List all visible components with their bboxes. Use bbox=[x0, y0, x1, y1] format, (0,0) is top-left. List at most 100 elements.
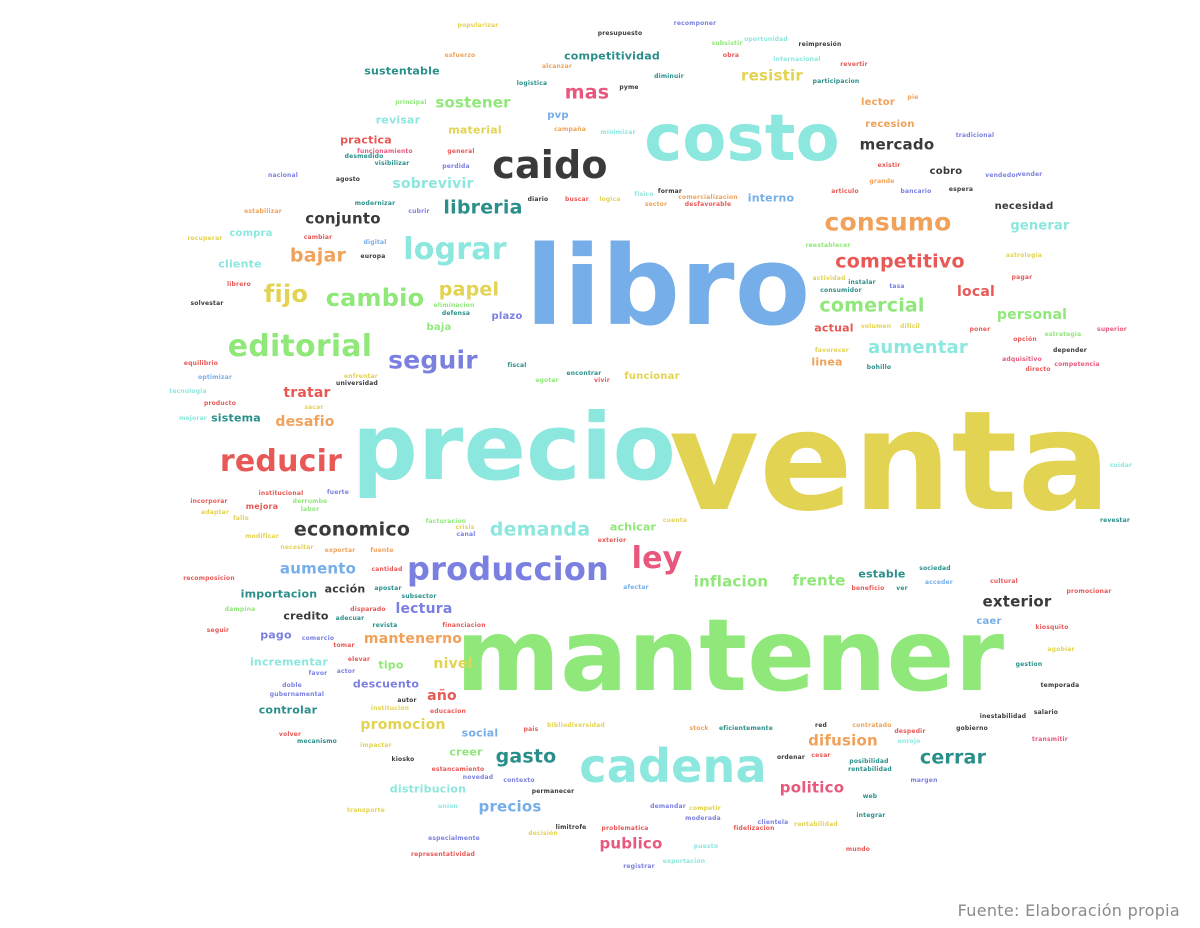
word-local: local bbox=[957, 284, 995, 300]
word-small: producto bbox=[203, 400, 237, 407]
word-small: consumidor bbox=[820, 287, 862, 294]
word-small: estancamiento bbox=[431, 766, 485, 773]
word-plazo: plazo bbox=[491, 311, 523, 322]
word-caer: caer bbox=[976, 616, 1002, 627]
word-cerrar: cerrar bbox=[919, 746, 987, 769]
word-precios: precios bbox=[478, 797, 542, 816]
word-generar: generar bbox=[1010, 218, 1070, 234]
word-small: financiacion bbox=[442, 622, 486, 629]
word-small: canal bbox=[456, 531, 476, 538]
word-small: diario bbox=[527, 196, 549, 203]
word-small: gubernamental bbox=[269, 691, 325, 698]
word-politico: politico bbox=[779, 778, 845, 797]
word-small: estabilizar bbox=[244, 208, 282, 215]
word-small: minimizar bbox=[600, 129, 636, 136]
word-small: temporada bbox=[1040, 682, 1080, 689]
word-small: obra bbox=[722, 52, 740, 59]
word-small: encontrar bbox=[566, 370, 602, 377]
word-sustentable: sustentable bbox=[364, 64, 440, 78]
word-small: astrologia bbox=[1005, 252, 1043, 259]
word-mantener: mantener bbox=[455, 597, 1005, 714]
word-aumento: aumento bbox=[279, 559, 357, 578]
word-small: adaptar bbox=[201, 509, 229, 516]
word-small: reimpresión bbox=[798, 41, 842, 48]
word-small: salario bbox=[1033, 709, 1059, 716]
word-small: afectar bbox=[623, 584, 649, 591]
word-small: grande bbox=[869, 178, 895, 185]
word-small: gobierno bbox=[956, 725, 988, 732]
word-small: union bbox=[438, 803, 458, 810]
word-aumentar: aumentar bbox=[868, 337, 968, 358]
word-small: actor bbox=[336, 668, 356, 675]
word-sobrevivir: sobrevivir bbox=[392, 176, 474, 192]
word-frente: frente bbox=[792, 571, 846, 590]
word-comercial: comercial bbox=[819, 294, 925, 317]
word-small: cesar bbox=[811, 752, 831, 759]
word-pvp: pvp bbox=[547, 110, 569, 121]
word-small: superior bbox=[1097, 326, 1127, 333]
word-small: enrojo bbox=[897, 738, 921, 745]
word-small: bibliodiversidad bbox=[547, 722, 605, 729]
word-small: apostar bbox=[374, 585, 402, 592]
word-interno: interno bbox=[747, 191, 795, 205]
word-small: mejora bbox=[245, 502, 279, 511]
word-ano: año bbox=[427, 688, 457, 704]
word-small: incorporar bbox=[190, 498, 228, 505]
word-distribucion: distribucion bbox=[389, 782, 467, 796]
word-produccion: produccion bbox=[406, 550, 610, 588]
word-small: adecuar bbox=[335, 615, 365, 622]
word-nivel: nivel bbox=[433, 656, 473, 672]
word-small: pagar bbox=[1011, 274, 1033, 281]
word-exterior: exterior bbox=[982, 592, 1052, 611]
word-small: alcanzar bbox=[541, 63, 573, 70]
word-small: registrar bbox=[623, 863, 655, 870]
word-baja: baja bbox=[426, 322, 452, 333]
word-small: decisión bbox=[528, 830, 558, 837]
word-small: representatividad bbox=[410, 851, 476, 858]
word-small: labor bbox=[300, 506, 320, 513]
word-small: internacional bbox=[773, 56, 821, 63]
word-small: mecanismo bbox=[296, 738, 338, 745]
word-small: institucional bbox=[258, 490, 304, 497]
word-small: clientela bbox=[757, 819, 789, 826]
word-small: problematica bbox=[601, 825, 649, 832]
word-demanda: demanda bbox=[489, 518, 591, 541]
word-small: modernizar bbox=[354, 200, 396, 207]
word-small: kiosquito bbox=[1035, 624, 1069, 631]
word-small: adquisitivo bbox=[1002, 356, 1042, 363]
word-small: cantidad bbox=[371, 566, 403, 573]
word-small: desmedido bbox=[344, 153, 384, 160]
word-pago: pago bbox=[260, 628, 292, 642]
word-linea: linea bbox=[811, 355, 843, 369]
word-small: rentabilidad bbox=[794, 821, 838, 828]
word-accion: acción bbox=[324, 582, 366, 596]
word-necesidad: necesidad bbox=[994, 201, 1054, 212]
word-small: impactar bbox=[360, 742, 392, 749]
word-cliente: cliente bbox=[218, 257, 262, 271]
word-small: opción bbox=[1013, 336, 1037, 343]
word-small: fuente bbox=[370, 547, 394, 554]
word-venta: venta bbox=[669, 381, 1111, 542]
word-small: pie bbox=[907, 94, 919, 101]
word-small: agobiar bbox=[1047, 646, 1075, 653]
word-small: ordenar bbox=[776, 754, 806, 761]
word-small: logistica bbox=[516, 80, 548, 87]
word-small: revestar bbox=[1099, 517, 1131, 524]
word-small: librero bbox=[227, 281, 251, 288]
word-small: fuerte bbox=[326, 489, 350, 496]
word-small: demandar bbox=[650, 803, 686, 810]
word-small: elevar bbox=[347, 656, 371, 663]
word-competitivo: competitivo bbox=[835, 250, 965, 273]
word-small: buscar bbox=[565, 196, 589, 203]
word-small: cuenta bbox=[662, 517, 688, 524]
word-tipo: tipo bbox=[378, 658, 404, 672]
word-small: campaña bbox=[554, 126, 586, 133]
word-inflacion: inflacion bbox=[693, 572, 769, 591]
word-small: logica bbox=[599, 196, 621, 203]
word-small: crisis bbox=[455, 524, 475, 531]
word-small: sociedad bbox=[919, 565, 951, 572]
word-small: transmitir bbox=[1032, 736, 1068, 743]
word-small: doble bbox=[282, 682, 302, 689]
word-reducir: reducir bbox=[219, 444, 343, 479]
